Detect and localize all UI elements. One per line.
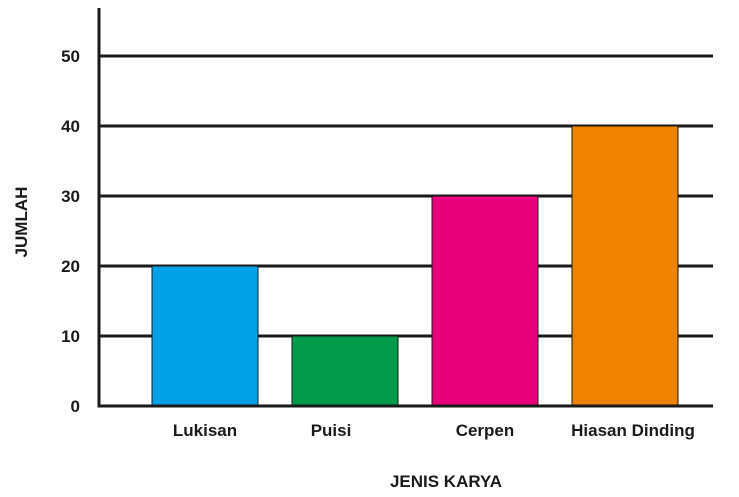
y-tick-label-40: 40 (61, 117, 80, 136)
x-category-label: Hiasan Dinding (571, 421, 695, 440)
x-category-label: Puisi (311, 421, 352, 440)
y-tick-label-50: 50 (61, 47, 80, 66)
bars (151, 125, 679, 407)
x-axis-label: JENIS KARYA (390, 472, 502, 491)
bar-lukisan (151, 265, 259, 407)
bar-cerpen (431, 195, 539, 407)
y-axis-label: JUMLAH (12, 187, 31, 258)
x-category-label: Cerpen (456, 421, 515, 440)
y-tick-label-10: 10 (61, 327, 80, 346)
y-tick-labels: 0 10 20 30 40 50 (61, 47, 80, 416)
bar-hiasan-dinding (571, 125, 679, 407)
y-tick-label-0: 0 (71, 397, 80, 416)
x-category-label: Lukisan (173, 421, 237, 440)
y-tick-label-30: 30 (61, 187, 80, 206)
x-category-labels: Lukisan Puisi Cerpen Hiasan Dinding (173, 421, 695, 440)
y-tick-label-20: 20 (61, 257, 80, 276)
bar-puisi (291, 335, 399, 407)
